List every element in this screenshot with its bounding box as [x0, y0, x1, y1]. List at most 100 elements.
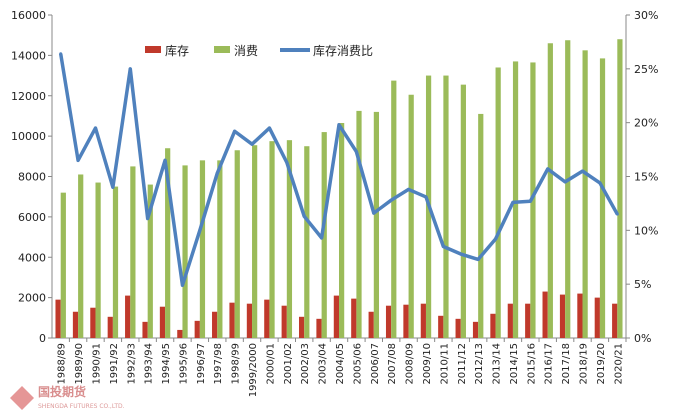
- x-tick-label: 2019/20: [596, 343, 607, 385]
- consumption-bar: [478, 113, 484, 338]
- stock-bar: [125, 295, 131, 338]
- stock-bar: [90, 307, 96, 338]
- ratio-point: [302, 214, 306, 218]
- consumption-bar: [234, 150, 240, 338]
- stock-bar: [420, 303, 426, 338]
- consumption-bar: [617, 39, 623, 338]
- x-tick-label: 2013/14: [492, 343, 503, 385]
- legend-label-consumption: 消费: [234, 44, 258, 58]
- stock-bar: [472, 321, 479, 338]
- ratio-point: [511, 200, 515, 204]
- ratio-point: [93, 126, 97, 130]
- x-tick-label: 2002/03: [300, 343, 311, 385]
- ratio-point: [111, 185, 115, 189]
- consumption-bar: [182, 165, 188, 338]
- stock-bar: [577, 293, 583, 338]
- y-left-tick-label: 16000: [11, 9, 46, 22]
- ratio-point: [459, 252, 463, 256]
- y-left-tick-label: 12000: [11, 90, 46, 103]
- y-left-tick-label: 14000: [11, 49, 46, 62]
- watermark-subtext: SHENGDA FUTURES CO.,LTD.: [38, 403, 125, 410]
- consumption-bar: [391, 80, 397, 338]
- y-right-tick-label: 20%: [634, 117, 658, 130]
- consumption-bar: [530, 62, 536, 339]
- consumption-bar: [165, 148, 171, 338]
- ratio-point: [146, 216, 150, 220]
- stock-bar: [194, 320, 200, 338]
- y-right-tick-label: 15%: [634, 171, 658, 184]
- ratio-point: [59, 52, 63, 56]
- ratio-point: [563, 180, 567, 184]
- ratio-point: [581, 169, 585, 173]
- stock-bar: [385, 305, 392, 338]
- y-left-tick-label: 0: [39, 332, 46, 345]
- y-left-tick-label: 10000: [11, 130, 46, 143]
- consumption-bar: [565, 40, 571, 338]
- x-tick-label: 1998/99: [231, 343, 242, 385]
- consumption-bar: [408, 94, 414, 338]
- x-tick-label: 1993/94: [144, 343, 155, 385]
- consumption-bar: [547, 43, 553, 338]
- stock-bar: [107, 316, 113, 338]
- x-tick-label: 1989/90: [74, 343, 85, 385]
- consumption-bar: [582, 50, 588, 338]
- ratio-point: [598, 181, 602, 185]
- y-left-tick-label: 6000: [18, 211, 46, 224]
- x-tick-label: 2012/13: [474, 343, 485, 385]
- stock-bar: [490, 313, 496, 338]
- ratio-point: [285, 161, 289, 165]
- legend: 库存 消费 库存消费比: [145, 43, 373, 58]
- ratio-point: [494, 237, 498, 241]
- ratio-point: [424, 195, 428, 199]
- stock-bar: [264, 299, 270, 338]
- stock-bar: [368, 311, 374, 338]
- stock-bars: [55, 291, 618, 338]
- stock-bar: [525, 303, 531, 338]
- ratio-point: [372, 211, 376, 215]
- stock-bar: [351, 298, 357, 338]
- consumption-bar: [339, 123, 345, 338]
- legend-swatch-stock: [145, 46, 161, 53]
- consumption-bar: [112, 186, 119, 338]
- y-right-tick-label: 30%: [634, 9, 658, 22]
- stock-bar: [229, 302, 235, 338]
- x-tick-label: 2006/07: [370, 343, 381, 385]
- ratio-point: [267, 126, 271, 130]
- x-tick-label: 2016/17: [544, 343, 555, 385]
- ratio-point: [76, 158, 80, 162]
- ratio-point: [337, 123, 341, 127]
- x-tick-label: 1992/93: [126, 343, 137, 385]
- stock-bar: [594, 297, 600, 338]
- ratio-point: [163, 158, 167, 162]
- y-left-tick-label: 2000: [18, 292, 46, 305]
- ratio-point: [389, 198, 393, 202]
- ratio-point: [180, 283, 184, 287]
- stock-bar: [246, 303, 253, 338]
- stock-bar: [455, 318, 461, 338]
- stock-bar: [403, 304, 409, 338]
- stock-bar: [72, 311, 79, 338]
- consumption-bar: [78, 174, 84, 338]
- consumption-bar: [60, 192, 66, 338]
- x-tick-label: 2004/05: [335, 343, 346, 385]
- ratio-point: [441, 244, 445, 248]
- y-right-tick-label: 0%: [634, 332, 651, 345]
- stock-bar: [159, 306, 166, 338]
- stock-bar: [281, 305, 287, 338]
- ratio-point: [407, 187, 411, 191]
- consumption-bar: [356, 110, 362, 338]
- x-tick-label: 2011/12: [457, 343, 468, 385]
- x-tick-label: 1996/97: [196, 343, 207, 385]
- ratio-point: [128, 67, 132, 71]
- consumption-bar: [95, 182, 101, 338]
- x-tick-label: 1988/89: [57, 343, 68, 385]
- y-right-tick-label: 5%: [634, 278, 651, 291]
- x-tick-label: 1990/91: [91, 343, 102, 385]
- consumption-bar: [460, 84, 466, 338]
- x-tick-label: 2009/10: [422, 343, 433, 385]
- consumption-bar: [512, 61, 519, 339]
- consumption-bar: [286, 140, 293, 338]
- x-tick-label: 2003/04: [318, 343, 329, 385]
- stock-bar: [212, 311, 218, 338]
